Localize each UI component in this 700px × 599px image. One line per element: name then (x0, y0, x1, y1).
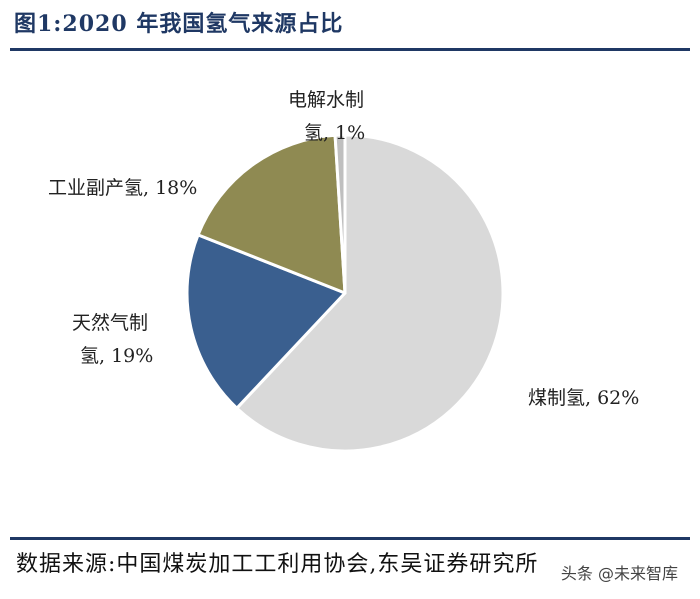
source-note: 数据来源:中国煤炭加工工利用协会,东吴证券研究所 (16, 552, 539, 577)
slice-label-electrolysis: 电解水制氢, 1% (288, 89, 365, 144)
slice-label-industrial-byproduct: 工业副产氢, 18% (48, 177, 197, 199)
watermark: 头条 @未来智库 (556, 560, 682, 584)
title-rule (10, 48, 690, 51)
pie-slice-electrolysis (333, 133, 347, 295)
pie-slice-coal (235, 133, 505, 453)
slice-label-coal: 煤制氢, 62% (528, 387, 639, 409)
slice-label-natural-gas: 天然气制氢, 19% (72, 312, 153, 367)
source-rule (10, 537, 690, 540)
pie-slice-industrial-byproduct (196, 133, 347, 295)
chart-title: 图1:2020 年我国氢气来源占比 (14, 11, 344, 37)
